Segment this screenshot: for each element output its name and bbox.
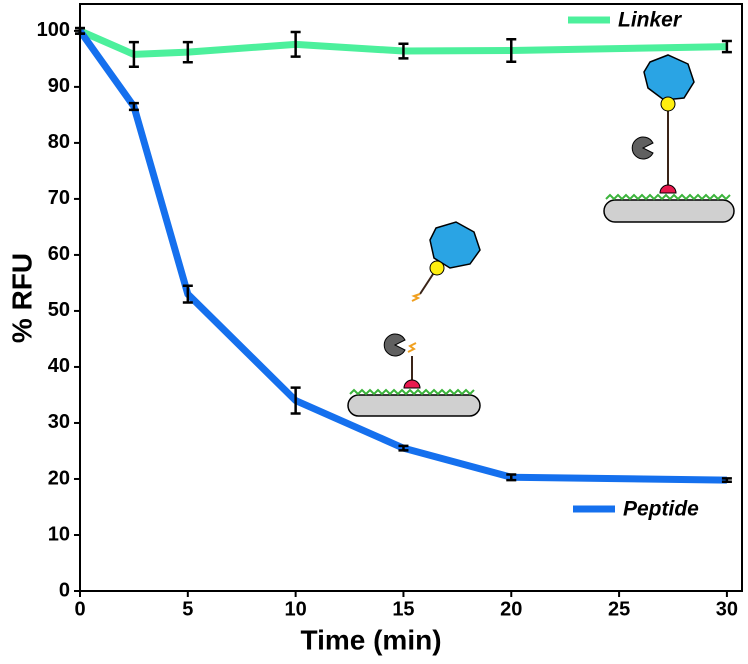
error-bar — [398, 42, 409, 60]
error-bar — [128, 40, 139, 68]
y-tick-label: 80 — [48, 131, 70, 153]
y-tick-label: 90 — [48, 75, 70, 97]
y-tick-label: 0 — [59, 579, 70, 601]
y-tick-label: 10 — [48, 523, 70, 545]
legend-label: Peptide — [623, 498, 699, 521]
x-tick-label: 30 — [716, 598, 738, 620]
y-tick-label: 100 — [37, 19, 70, 41]
error-bar — [506, 38, 517, 63]
error-bar — [128, 101, 139, 112]
error-bar — [506, 473, 517, 482]
x-tick-label: 5 — [182, 598, 193, 620]
x-tick-label: 15 — [392, 598, 414, 620]
y-tick-label: 60 — [48, 243, 70, 265]
x-tick-label: 25 — [608, 598, 630, 620]
x-tick-label: 20 — [500, 598, 522, 620]
y-tick-label: 20 — [48, 467, 70, 489]
error-bar — [398, 444, 409, 452]
legend-label: Linker — [618, 9, 683, 32]
y-tick-label: 50 — [48, 299, 70, 321]
error-bar — [290, 386, 301, 415]
error-bar — [721, 477, 732, 484]
error-bar — [182, 284, 193, 304]
y-tick-label: 70 — [48, 187, 70, 209]
y-axis-title: % RFU — [6, 253, 37, 343]
error-bar — [290, 30, 301, 58]
x-tick-label: 0 — [74, 598, 85, 620]
error-bar — [721, 39, 732, 54]
x-tick-label: 10 — [285, 598, 307, 620]
x-axis-title: Time (min) — [300, 624, 441, 655]
error-bar — [182, 40, 193, 64]
illustration — [347, 54, 735, 417]
y-tick-label: 40 — [48, 355, 70, 377]
y-tick-label: 30 — [48, 411, 70, 433]
plot-frame — [79, 3, 743, 592]
